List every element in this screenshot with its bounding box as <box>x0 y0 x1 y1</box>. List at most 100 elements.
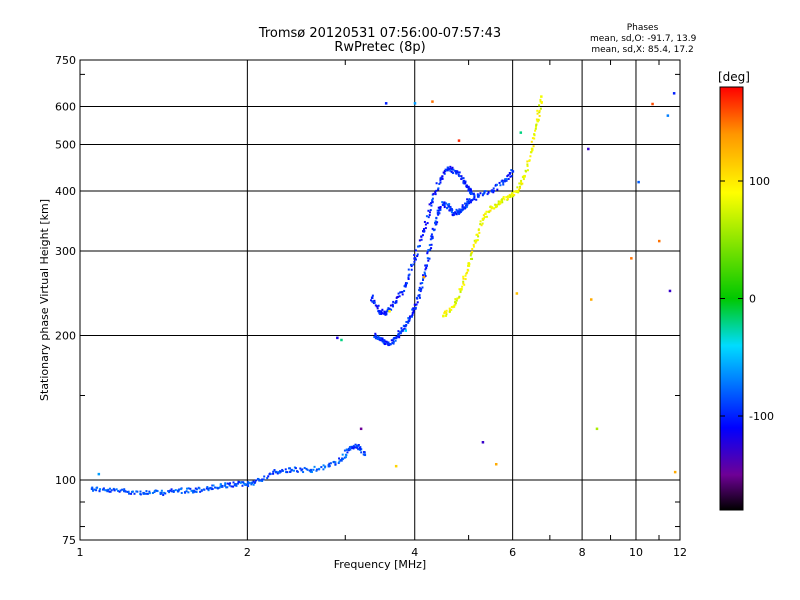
y-axis-label: Stationary phase Virtual Height [km] <box>38 199 51 401</box>
data-point <box>187 487 190 490</box>
data-point <box>341 453 344 456</box>
data-point <box>430 243 433 246</box>
data-point <box>462 280 465 283</box>
data-point <box>428 257 431 260</box>
data-point <box>407 268 410 271</box>
data-point <box>160 491 163 495</box>
outlier-point <box>630 257 633 260</box>
data-point <box>427 259 430 262</box>
data-point <box>431 200 434 204</box>
data-point <box>495 205 498 208</box>
data-point <box>462 275 465 278</box>
data-point <box>190 489 193 492</box>
data-point <box>172 490 175 493</box>
data-point <box>390 339 393 342</box>
data-point <box>468 262 471 265</box>
data-point <box>407 276 410 279</box>
data-point <box>434 221 437 224</box>
data-point <box>445 313 448 316</box>
data-point <box>461 285 464 288</box>
data-point <box>309 468 313 472</box>
data-point <box>382 341 385 344</box>
data-point <box>160 489 163 492</box>
phase-stats-x: mean, sd,X: 85.4, 17.2 <box>591 45 694 55</box>
phase-stats-title: Phases <box>626 23 659 33</box>
data-point <box>191 491 194 494</box>
data-point <box>323 466 326 469</box>
data-point <box>540 95 543 98</box>
data-point <box>218 486 221 489</box>
data-point <box>435 189 438 192</box>
data-point <box>431 197 434 200</box>
data-point <box>461 208 464 211</box>
data-point <box>344 456 347 459</box>
data-point <box>456 297 459 300</box>
data-point <box>417 294 420 297</box>
data-point <box>509 195 512 198</box>
data-point <box>121 488 124 491</box>
data-point <box>507 177 510 180</box>
data-point <box>386 308 389 311</box>
data-point <box>370 296 374 300</box>
data-point <box>535 118 538 121</box>
data-point <box>448 203 451 206</box>
data-point <box>401 293 404 296</box>
data-point <box>531 137 534 140</box>
data-point <box>261 478 264 481</box>
outlier-point <box>673 470 677 474</box>
data-point <box>471 248 474 251</box>
data-point <box>478 194 481 197</box>
data-point <box>521 182 524 185</box>
data-point <box>538 114 541 117</box>
data-point <box>411 308 414 311</box>
data-point <box>403 327 406 330</box>
data-point <box>235 484 238 487</box>
data-point <box>312 468 315 471</box>
outlier-point <box>515 292 519 295</box>
data-point <box>507 174 510 177</box>
data-point <box>394 336 398 340</box>
data-point <box>474 241 477 244</box>
data-point <box>464 202 467 205</box>
data-point <box>207 489 210 492</box>
data-point <box>449 169 452 172</box>
data-point <box>401 290 404 293</box>
data-point <box>488 211 491 214</box>
data-point <box>493 207 496 210</box>
data-point <box>363 453 367 457</box>
data-point <box>449 167 452 170</box>
data-point <box>530 147 534 151</box>
data-point <box>459 291 462 294</box>
data-point <box>454 169 457 172</box>
data-point <box>410 263 413 266</box>
data-point <box>486 193 489 196</box>
data-point <box>443 310 446 313</box>
data-point <box>425 264 429 267</box>
data-point <box>462 277 465 280</box>
y-tick-label: 100 <box>55 474 76 487</box>
data-point <box>273 469 276 472</box>
data-point <box>226 482 229 485</box>
data-point <box>286 471 289 474</box>
data-point <box>357 448 360 451</box>
data-point <box>95 486 98 489</box>
data-point <box>410 265 413 268</box>
data-point <box>378 338 381 341</box>
data-point <box>232 485 235 488</box>
data-point <box>424 268 427 271</box>
data-point <box>378 336 381 339</box>
data-point <box>356 444 359 448</box>
data-point <box>430 247 433 250</box>
data-point <box>236 482 239 485</box>
data-point <box>435 182 438 185</box>
data-point <box>515 190 519 193</box>
data-point <box>334 463 337 466</box>
data-point <box>380 310 383 313</box>
data-point <box>419 282 422 285</box>
data-point <box>524 169 527 172</box>
data-point <box>327 464 331 468</box>
data-point <box>410 268 413 271</box>
data-point <box>276 472 279 475</box>
data-point <box>476 193 479 196</box>
data-point <box>422 274 425 277</box>
